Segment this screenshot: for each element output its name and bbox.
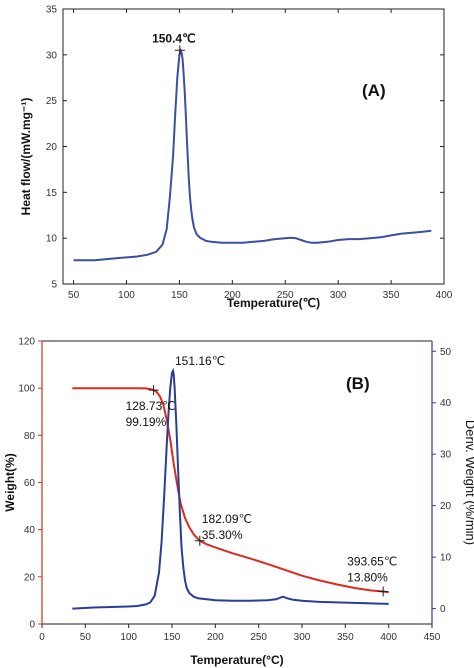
panel-b-y-tick-label: 20 — [24, 572, 36, 583]
panel-a-chart: 50 100 150 200 250 300 350 400 5 10 15 20 25 30 35 150.… — [19, 5, 453, 311]
panel-b-x-tick-label: 0 — [39, 632, 45, 643]
panel-a-y-tick-label: 35 — [46, 5, 58, 16]
panel-b-x-tick-label: 250 — [250, 632, 267, 643]
panel-a-y-tick-label: 5 — [51, 280, 57, 291]
panel-b-y-tick-label: 120 — [18, 337, 35, 348]
panel-a-peak-label: 150.4℃ — [152, 31, 196, 45]
panel-b-deriv-weight-line — [72, 367, 389, 610]
panel-b-annotation-text: 182.09℃ — [202, 512, 252, 526]
panel-b-y-tick-label: 100 — [18, 384, 35, 395]
panel-a-x-tick-label: 150 — [171, 290, 188, 301]
panel-a-peak-marker — [174, 45, 185, 56]
panel-a-y-tick-label: 15 — [46, 188, 58, 199]
panel-b-y2-tick-label: 0 — [440, 604, 446, 615]
panel-b-peak-label: 151.16℃ — [175, 354, 225, 368]
panel-b-annotation-text: 128.73℃ — [126, 399, 176, 413]
panel-a-y-axis-label: Heat flow/(mW.mg⁻¹) — [19, 98, 33, 216]
panel-b-x-tick-label: 150 — [164, 632, 181, 643]
panel-b-annotation-text: 99.19% — [126, 415, 167, 429]
panel-b-x-axis-label: Temperature(°C) — [190, 653, 283, 667]
panel-a-y-tick-label: 10 — [46, 234, 58, 245]
panel-b-x-tick-label: 350 — [337, 632, 354, 643]
panel-b-marker — [148, 385, 159, 396]
panel-b-weight-line — [72, 387, 389, 594]
panel-b-y2-axis-label: Deriv. Weight (%/min) — [463, 420, 474, 545]
panel-a-x-tick-label: 400 — [436, 290, 453, 301]
panel-b-x-tick-label: 200 — [207, 632, 224, 643]
panel-b-annotation-text: 393.65℃ — [347, 554, 397, 568]
panel-b-y2-tick-label: 10 — [440, 553, 452, 564]
panel-b-annotation-text: 35.30% — [202, 528, 243, 542]
panel-b-y-tick-label: 40 — [24, 525, 36, 536]
panel-a-x-tick-label: 200 — [224, 290, 241, 301]
panel-b-annotation-text: 13.80% — [347, 570, 388, 584]
panel-b-x-tick-label: 400 — [380, 632, 397, 643]
panel-b-x-tick-label: 50 — [80, 632, 92, 643]
panel-a-x-tick-label: 250 — [277, 290, 294, 301]
panel-b-marker — [378, 586, 389, 597]
panel-b-y2-tick-label: 50 — [440, 347, 452, 358]
panel-b-chart: 0 50 100 150 200 250 300 350 400 4500204060801001… — [3, 337, 474, 668]
panel-b-x-tick-label: 100 — [120, 632, 137, 643]
panel-a-x-tick-label: 350 — [383, 290, 400, 301]
panel-b-y2-tick-label: 20 — [440, 501, 452, 512]
panel-b-y2-tick-label: 40 — [440, 398, 452, 409]
panel-a-heat-flow-line — [73, 47, 432, 262]
panel-a-y-tick-label: 30 — [46, 50, 58, 61]
panel-a-x-tick-label: 50 — [68, 290, 80, 301]
panel-b-x-tick-label: 300 — [294, 632, 311, 643]
panel-b-y-tick-label: 60 — [24, 478, 36, 489]
panel-b-y-tick-label: 0 — [29, 620, 35, 631]
panel-a-x-tick-label: 100 — [118, 290, 135, 301]
panel-b-label: (B) — [346, 374, 370, 393]
panel-b-marker — [194, 535, 205, 546]
panel-b-x-tick-label: 450 — [424, 632, 441, 643]
panel-a-x-axis-label: Temperature(℃) — [227, 296, 320, 310]
panel-b-y-tick-label: 80 — [24, 431, 36, 442]
panel-a-label: (A) — [362, 81, 386, 100]
panel-a-y-tick-label: 25 — [46, 96, 58, 107]
panel-a-x-tick-label: 300 — [330, 290, 347, 301]
panel-a-y-tick-label: 20 — [46, 142, 58, 153]
panel-b-y-axis-label: Weight(%) — [3, 453, 17, 511]
panel-b-y2-tick-label: 30 — [440, 450, 452, 461]
